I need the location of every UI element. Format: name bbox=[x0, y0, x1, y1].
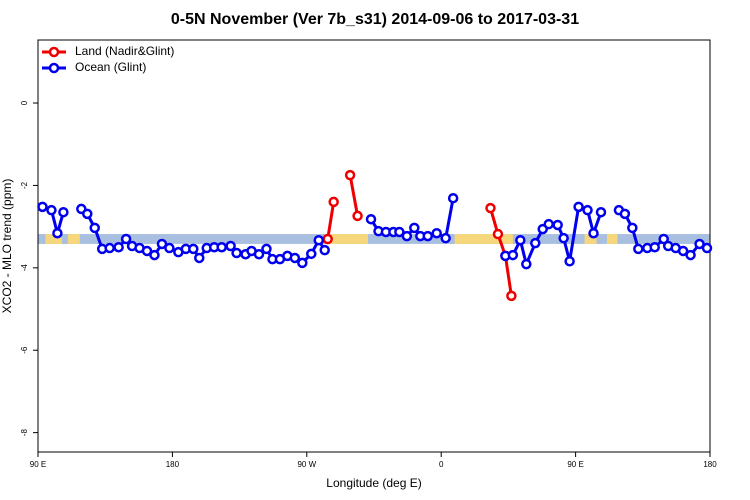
x-axis-label: Longitude (deg E) bbox=[326, 476, 421, 490]
y-axis-label: XCO2 - MLO trend (ppm) bbox=[0, 179, 14, 314]
y-tick-label: -8 bbox=[20, 429, 29, 437]
chart-title: 0-5N November (Ver 7b_s31) 2014-09-06 to… bbox=[171, 11, 579, 28]
data-point bbox=[82, 208, 93, 220]
data-point bbox=[313, 234, 324, 246]
data-point bbox=[319, 244, 330, 256]
land-band bbox=[67, 234, 80, 244]
data-point bbox=[89, 222, 100, 234]
data-point bbox=[216, 241, 227, 253]
data-point bbox=[485, 202, 496, 214]
x-tick-label: 90 W bbox=[297, 460, 316, 469]
data-point bbox=[588, 227, 599, 239]
x-tick-label: 180 bbox=[703, 460, 717, 469]
y-tick-label: -4 bbox=[20, 264, 29, 272]
ocean-band bbox=[38, 234, 710, 244]
x-tick-label: 0 bbox=[439, 460, 444, 469]
data-point bbox=[401, 230, 413, 242]
data-point bbox=[701, 242, 713, 254]
data-point bbox=[447, 192, 459, 204]
data-point bbox=[164, 242, 175, 254]
data-point bbox=[595, 206, 607, 218]
data-point bbox=[141, 245, 153, 257]
data-point bbox=[365, 213, 377, 225]
data-point bbox=[582, 204, 593, 216]
data-point bbox=[194, 252, 205, 264]
data-point bbox=[422, 230, 434, 242]
data-point bbox=[156, 238, 168, 250]
data-point bbox=[231, 247, 242, 259]
y-tick-label: 0 bbox=[20, 100, 29, 105]
data-point bbox=[409, 222, 420, 234]
legend-marker bbox=[48, 62, 60, 74]
data-point bbox=[431, 227, 442, 239]
data-point bbox=[225, 240, 236, 252]
data-point bbox=[685, 249, 696, 261]
y-tick-label: -2 bbox=[20, 181, 29, 189]
data-point bbox=[352, 210, 363, 222]
data-point bbox=[289, 252, 301, 264]
data-point bbox=[188, 243, 199, 255]
data-point bbox=[492, 228, 504, 240]
land-band bbox=[330, 234, 369, 244]
land-band bbox=[45, 234, 62, 244]
legend-label: Ocean (Glint) bbox=[75, 60, 146, 74]
land-band bbox=[606, 234, 618, 244]
data-point bbox=[558, 232, 569, 244]
x-tick-label: 90 E bbox=[30, 460, 46, 469]
data-point bbox=[394, 226, 405, 238]
data-point bbox=[253, 248, 265, 260]
data-point bbox=[627, 222, 638, 234]
series-line bbox=[326, 174, 513, 297]
data-point bbox=[633, 243, 644, 255]
data-point bbox=[37, 201, 48, 213]
x-tick-label: 90 E bbox=[567, 460, 583, 469]
land-band bbox=[454, 234, 513, 244]
data-point bbox=[261, 243, 272, 255]
data-point bbox=[619, 208, 631, 220]
land-band bbox=[584, 234, 597, 244]
x-tick-label: 180 bbox=[166, 460, 180, 469]
data-point bbox=[52, 227, 63, 239]
data-point bbox=[104, 242, 115, 254]
legend-label: Land (Nadir&Glint) bbox=[75, 44, 174, 58]
data-point bbox=[658, 233, 669, 245]
data-point bbox=[649, 241, 660, 253]
data-point bbox=[113, 241, 124, 253]
data-point bbox=[328, 196, 339, 208]
data-point bbox=[506, 290, 517, 302]
data-point bbox=[344, 169, 356, 181]
data-point bbox=[322, 233, 333, 245]
data-point bbox=[521, 258, 532, 270]
data-point bbox=[120, 233, 132, 245]
data-point bbox=[694, 238, 705, 250]
data-point bbox=[515, 234, 526, 246]
data-point bbox=[573, 201, 584, 213]
data-point bbox=[564, 255, 575, 267]
data-point bbox=[297, 257, 308, 269]
data-point bbox=[440, 232, 451, 244]
data-point bbox=[46, 204, 57, 216]
data-point bbox=[149, 249, 160, 261]
data-point bbox=[507, 249, 519, 261]
data-point bbox=[677, 245, 689, 257]
legend-marker bbox=[48, 46, 60, 58]
data-point bbox=[306, 248, 317, 260]
series-line bbox=[41, 197, 708, 266]
data-point bbox=[58, 206, 69, 218]
y-tick-label: -6 bbox=[20, 346, 29, 354]
data-point bbox=[530, 237, 541, 249]
data-point bbox=[552, 219, 563, 231]
data-point bbox=[543, 218, 554, 230]
